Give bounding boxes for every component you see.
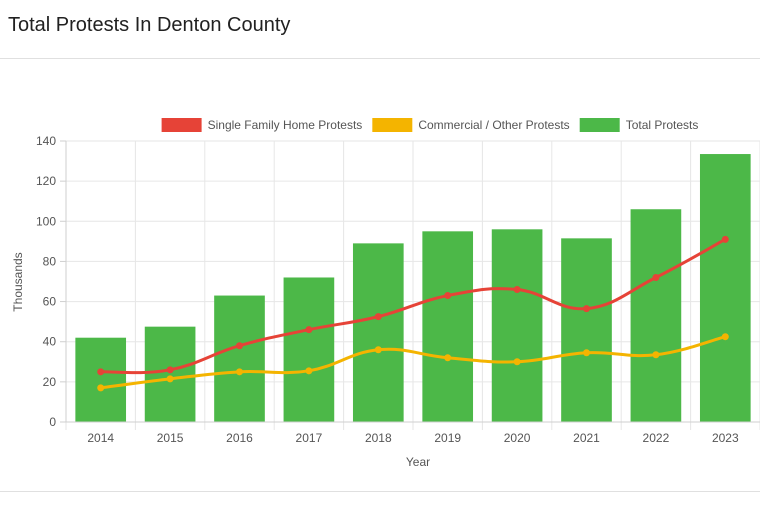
data-point	[444, 292, 452, 300]
data-point	[513, 286, 521, 294]
bar	[561, 238, 612, 422]
data-point	[305, 326, 313, 334]
bar-series	[75, 154, 751, 422]
data-point	[374, 313, 382, 321]
bar	[214, 295, 265, 422]
bar	[283, 277, 335, 422]
data-point	[583, 305, 590, 313]
x-tick-label: 2019	[434, 431, 461, 445]
data-point	[305, 367, 313, 375]
legend-label: Commercial / Other Protests	[418, 118, 569, 132]
x-tick-label: 2017	[296, 431, 323, 445]
line-series	[97, 235, 729, 392]
x-axis-title: Year	[406, 455, 430, 469]
y-tick-label: 20	[43, 375, 57, 389]
series-line	[100, 238, 727, 375]
x-tick-label: 2022	[643, 431, 670, 445]
legend-swatch	[372, 118, 413, 132]
data-point	[236, 342, 243, 350]
legend-label: Single Family Home Protests	[208, 118, 363, 132]
bar	[630, 209, 682, 422]
title-divider	[0, 58, 760, 59]
y-tick-label: 100	[36, 214, 56, 228]
data-point	[721, 333, 729, 341]
y-tick-label: 120	[36, 174, 56, 188]
legend: Single Family Home Protests Commercial / …	[161, 118, 699, 132]
x-tick-label: 2020	[504, 431, 531, 445]
y-tick-label: 60	[43, 295, 57, 309]
y-tick-label: 140	[36, 134, 56, 148]
data-point	[583, 349, 590, 357]
y-axis-title: Thousands	[11, 252, 25, 311]
x-tick-label: 2023	[712, 431, 739, 445]
data-point	[374, 346, 382, 354]
bar	[491, 229, 543, 422]
bottom-divider	[0, 491, 760, 492]
x-tick-label: 2014	[87, 431, 114, 445]
data-point	[97, 368, 105, 376]
data-point	[513, 358, 521, 366]
bar	[352, 243, 404, 422]
data-point	[652, 351, 660, 359]
data-point	[166, 366, 174, 374]
axes: 0 20 40 60 80 100 120 140 2014 2015 2016 2017 2018 20…	[36, 134, 760, 445]
card-title: Total Protests In Denton County	[8, 14, 291, 36]
x-tick-label: 2018	[365, 431, 392, 445]
series-line	[100, 335, 726, 390]
data-point	[97, 384, 105, 392]
data-point	[652, 273, 660, 281]
bar	[144, 326, 196, 422]
bar	[699, 154, 751, 422]
y-tick-label: 80	[43, 254, 57, 268]
y-tick-label: 40	[43, 335, 57, 349]
x-tick-label: 2015	[157, 431, 184, 445]
y-tick-label: 0	[49, 415, 56, 429]
legend-label: Total Protests	[626, 118, 699, 132]
data-point	[236, 368, 243, 376]
x-tick-label: 2021	[573, 431, 600, 445]
data-point	[166, 375, 174, 383]
legend-swatch	[161, 118, 202, 132]
legend-swatch	[579, 118, 620, 132]
data-point	[444, 354, 452, 362]
data-point	[721, 235, 729, 243]
bar	[75, 337, 127, 422]
x-tick-label: 2016	[226, 431, 253, 445]
bar	[422, 231, 474, 422]
